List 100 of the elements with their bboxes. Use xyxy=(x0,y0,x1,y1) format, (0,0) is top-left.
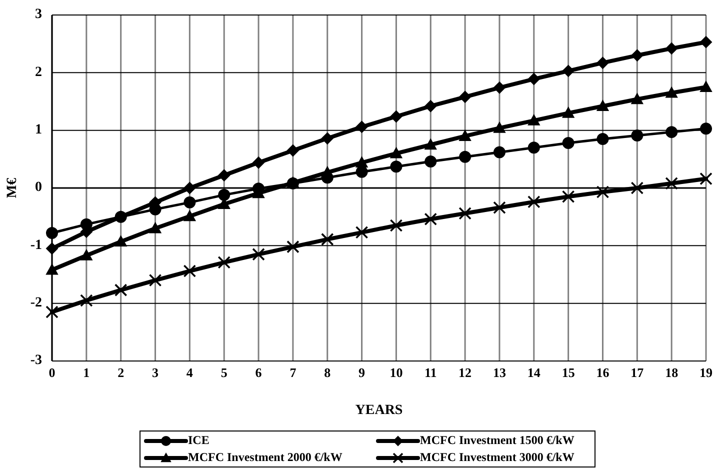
point xyxy=(114,236,127,247)
point xyxy=(562,64,574,77)
point xyxy=(700,122,712,135)
point xyxy=(184,196,196,208)
x-axis-title: YEARS xyxy=(355,403,403,418)
x-tick-label: 16 xyxy=(596,365,610,380)
x-tick-label: 11 xyxy=(424,365,437,380)
point xyxy=(459,130,472,141)
point xyxy=(218,188,230,201)
y-tick-label: -1 xyxy=(30,238,42,253)
point xyxy=(596,186,610,198)
point xyxy=(80,218,92,230)
point xyxy=(459,90,472,103)
point xyxy=(666,126,678,138)
point xyxy=(80,294,93,307)
point xyxy=(458,206,472,220)
x-tick-label: 3 xyxy=(152,365,160,380)
point xyxy=(665,176,678,190)
point xyxy=(356,120,368,133)
point xyxy=(149,222,162,234)
x-tick-label: 2 xyxy=(118,365,124,380)
point xyxy=(700,36,712,48)
point xyxy=(320,232,334,246)
x-tick-label: 6 xyxy=(255,365,262,380)
point xyxy=(114,284,128,296)
point xyxy=(149,203,162,216)
point xyxy=(666,42,678,54)
point xyxy=(321,172,334,184)
point xyxy=(528,73,540,86)
point xyxy=(527,195,540,208)
point xyxy=(666,86,678,98)
point xyxy=(596,132,609,145)
point xyxy=(321,132,334,144)
point xyxy=(46,306,58,318)
y-tick-label: -2 xyxy=(30,296,42,311)
point xyxy=(562,190,575,204)
y-tick-label: -3 xyxy=(30,353,42,368)
point xyxy=(46,264,58,275)
x-tick-label: 13 xyxy=(492,365,506,380)
x-tick-label: 17 xyxy=(630,365,644,380)
point xyxy=(390,160,402,173)
y-tick-label: 2 xyxy=(35,64,42,80)
x-tick-label: 10 xyxy=(390,365,403,380)
x-tick-label: 1 xyxy=(83,365,90,380)
legend-label: MCFC Investment 2000 €/kW xyxy=(188,450,342,464)
point xyxy=(80,249,92,260)
point xyxy=(252,248,265,261)
point xyxy=(114,210,127,223)
point xyxy=(390,147,402,158)
point xyxy=(46,226,58,239)
point xyxy=(184,182,196,194)
point xyxy=(528,114,540,126)
point xyxy=(493,201,506,214)
y-axis-title: M€ xyxy=(5,178,20,198)
legend-label: MCFC Investment 1500 €/kW xyxy=(420,432,574,447)
point xyxy=(562,137,574,150)
point xyxy=(286,144,299,157)
legend-label: ICE xyxy=(188,432,210,447)
point xyxy=(631,93,644,104)
x-tick-label: 14 xyxy=(527,365,541,380)
point xyxy=(424,155,437,168)
point xyxy=(630,182,644,194)
point xyxy=(183,264,196,278)
point xyxy=(596,100,609,112)
point xyxy=(493,146,506,158)
point xyxy=(424,138,437,150)
point xyxy=(184,210,196,222)
x-tick-label: 4 xyxy=(186,365,194,380)
point xyxy=(424,100,437,112)
point xyxy=(252,156,265,169)
point xyxy=(493,82,506,94)
x-tick-label: 18 xyxy=(665,365,679,380)
point xyxy=(528,142,540,154)
point xyxy=(562,107,574,118)
point xyxy=(286,240,300,254)
point xyxy=(700,172,712,186)
x-tick-label: 15 xyxy=(562,365,576,380)
y-tick-label: 3 xyxy=(35,7,42,22)
point xyxy=(148,274,162,287)
point xyxy=(218,256,231,269)
point xyxy=(355,226,368,239)
point xyxy=(390,219,403,232)
x-tick-label: 19 xyxy=(700,365,713,380)
point xyxy=(390,110,402,122)
x-tick-label: 7 xyxy=(290,365,297,380)
point xyxy=(424,212,438,226)
y-tick-label: 0 xyxy=(35,180,42,196)
point xyxy=(596,56,609,69)
point xyxy=(493,122,506,133)
point xyxy=(218,169,230,182)
point xyxy=(700,81,712,92)
legend-label: MCFC Investment 3000 €/kW xyxy=(420,450,574,464)
x-tick-label: 5 xyxy=(220,365,228,380)
y-tick-label: 1 xyxy=(35,122,42,138)
x-tick-label: 9 xyxy=(358,365,366,380)
x-tick-label: 0 xyxy=(48,365,56,380)
x-tick-label: 8 xyxy=(324,365,332,380)
point xyxy=(631,130,644,142)
point xyxy=(46,242,58,255)
point xyxy=(631,49,644,62)
